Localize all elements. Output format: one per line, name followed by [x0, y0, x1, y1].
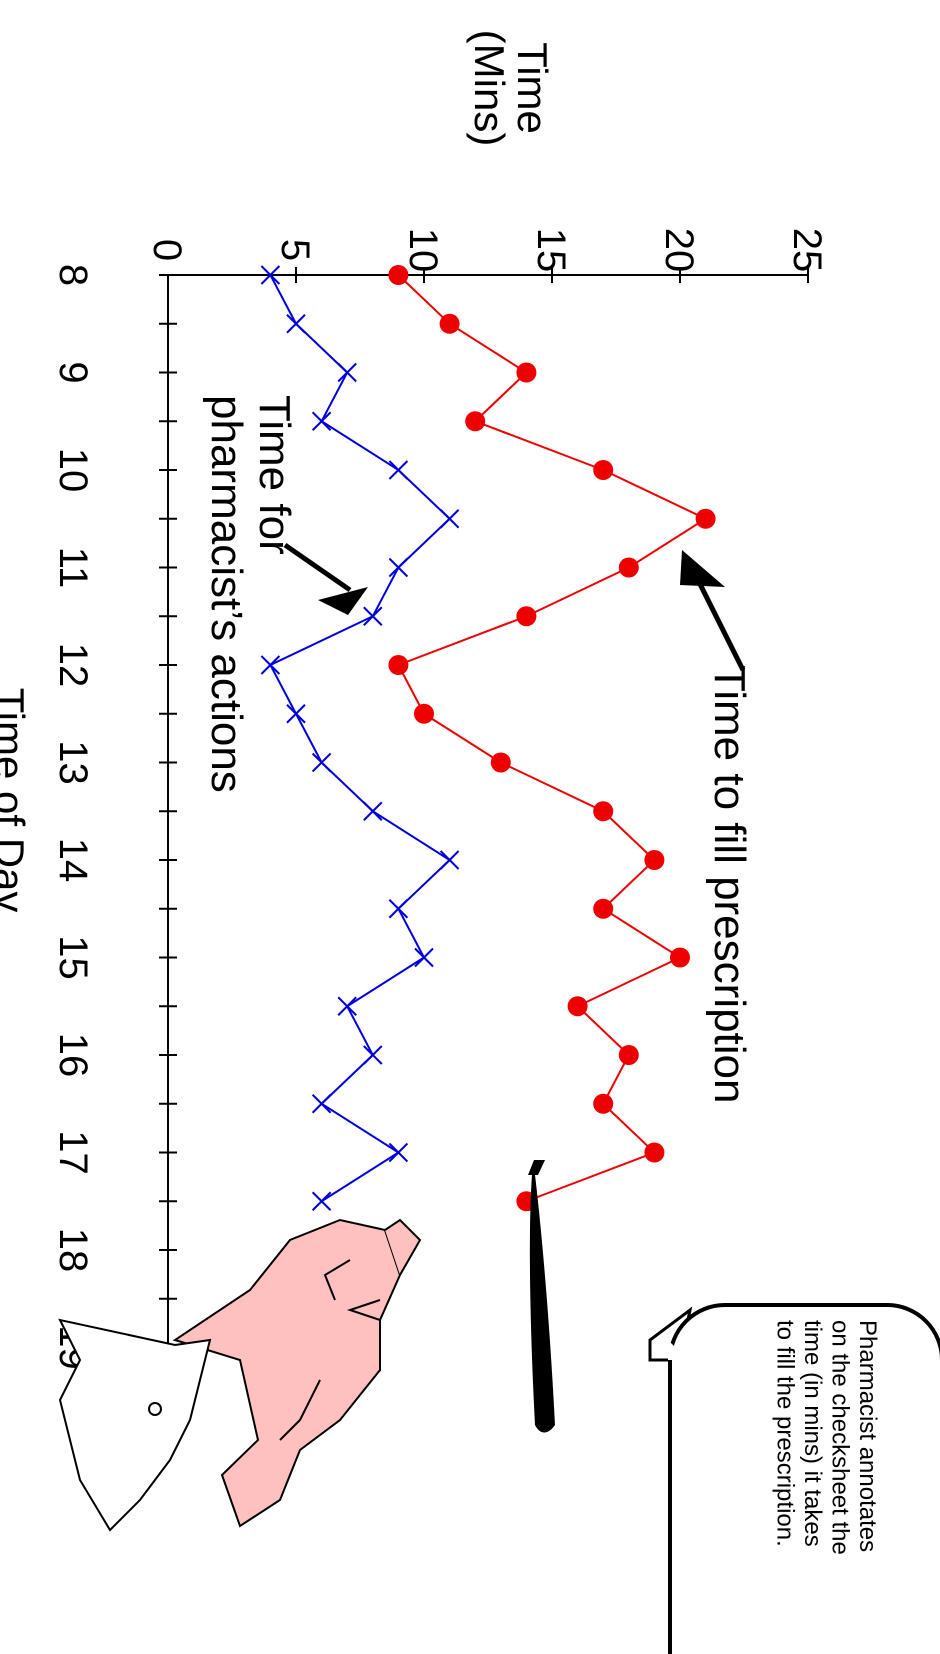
data-point-pharmacist: [388, 557, 409, 578]
data-point-pharmacist: [363, 606, 383, 626]
x-axis-title: Time of Day: [0, 688, 33, 913]
data-point-pharmacist: [388, 1142, 409, 1163]
labels: Time of Day Time(Mins) Time to fill prescr…: [0, 30, 754, 1104]
fill-label-arrow: [680, 550, 746, 672]
data-point-fill: [593, 460, 614, 480]
x-tick-label: 13: [51, 740, 95, 785]
data-point-pharmacist: [260, 655, 281, 675]
x-tick-label: 16: [51, 1033, 95, 1078]
data-point-pharmacist: [260, 265, 281, 285]
data-point-pharmacist: [439, 850, 460, 870]
y-tick-label: 25: [785, 228, 829, 273]
data-point-pharmacist: [337, 996, 357, 1016]
x-tick-label: 9: [51, 361, 95, 383]
pharmacist-label-arrow: [283, 542, 368, 615]
callout-bubble: [648, 1303, 940, 1654]
data-point-fill: [644, 1142, 665, 1163]
hand-illustration: [58, 1160, 555, 1532]
callout-line: on the checksheet the: [827, 1320, 854, 1555]
data-point-fill: [388, 655, 409, 675]
data-point-fill: [670, 947, 690, 968]
data-point-fill: [388, 265, 409, 285]
data-point-pharmacist: [337, 362, 357, 383]
data-point-fill: [516, 362, 537, 383]
data-point-pharmacist: [388, 460, 409, 480]
data-point-fill: [439, 313, 460, 334]
series-line-fill: [396, 274, 708, 1203]
data-point-fill: [593, 898, 614, 919]
x-tick-label: 10: [51, 448, 95, 493]
series-layer: [260, 265, 716, 1212]
y-axis-title: Time: [509, 42, 556, 134]
pharmacist-series-label: Time for: [250, 395, 299, 555]
x-tick-label: 11: [51, 547, 95, 589]
data-point-fill: [593, 1093, 614, 1114]
data-point-pharmacist: [311, 752, 332, 773]
x-tick-label: 14: [51, 838, 95, 883]
x-tick-label: 8: [51, 264, 95, 286]
x-tick-label: 12: [51, 643, 95, 688]
data-point-fill: [695, 508, 716, 529]
y-axis-title: (Mins): [466, 30, 513, 147]
data-point-pharmacist: [311, 1094, 332, 1114]
axes: 89101112131415161718190510152025: [51, 228, 829, 1398]
series-line-pharmacist: [269, 274, 452, 1203]
data-point-fill: [618, 557, 639, 578]
data-point-fill: [465, 411, 486, 432]
data-point-fill: [593, 801, 614, 822]
fill-series-label: Time to fill prescription: [705, 665, 754, 1104]
data-point-pharmacist: [286, 704, 306, 724]
data-point-fill: [516, 606, 537, 627]
data-point-pharmacist: [311, 1191, 332, 1211]
callout-line: time (in mins) it takes: [799, 1320, 826, 1547]
y-tick-label: 0: [145, 239, 189, 261]
data-point-pharmacist: [286, 314, 306, 334]
data-point-fill: [414, 703, 434, 724]
data-point-fill: [490, 752, 511, 773]
callout-line: to fill the prescription.: [772, 1320, 799, 1547]
y-tick-label: 5: [273, 239, 317, 261]
data-point-pharmacist: [311, 411, 332, 431]
data-point-fill: [644, 850, 665, 870]
y-tick-label: 10: [401, 228, 445, 273]
x-tick-label: 18: [51, 1228, 95, 1273]
data-point-pharmacist: [414, 947, 434, 968]
rotated-chart-frame: 89101112131415161718190510152025 Time of…: [0, 30, 940, 1654]
x-tick-label: 15: [51, 935, 95, 980]
data-point-fill: [567, 996, 588, 1017]
x-tick-label: 17: [51, 1130, 95, 1175]
data-point-pharmacist: [363, 801, 383, 821]
data-point-pharmacist: [439, 509, 460, 529]
callout-line: Pharmacist annotates: [854, 1320, 881, 1552]
pharmacist-series-label: pharmacist’s actions: [202, 395, 251, 793]
y-tick-label: 20: [657, 228, 701, 273]
data-point-fill: [618, 1045, 639, 1065]
data-point-pharmacist: [363, 1045, 383, 1065]
data-point-pharmacist: [388, 899, 409, 919]
y-tick-label: 15: [529, 228, 573, 273]
